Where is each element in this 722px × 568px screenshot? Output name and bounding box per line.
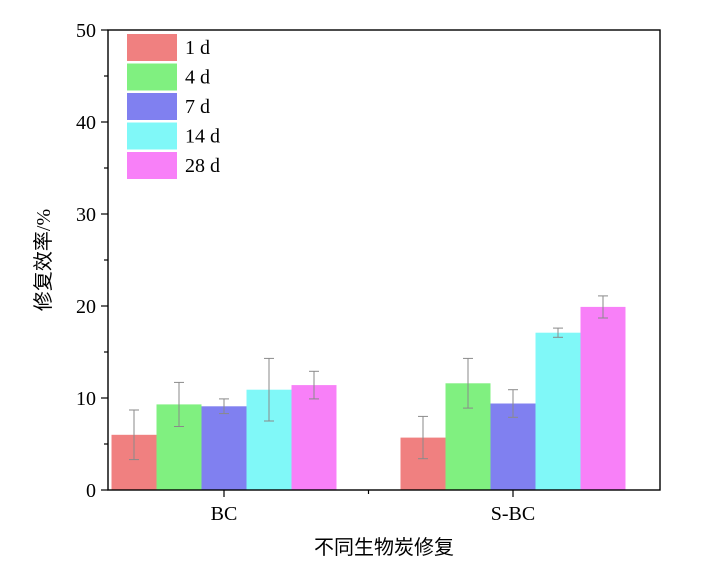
bar-group [111, 306, 626, 490]
error-bar-group [129, 295, 608, 461]
legend-label: 7 d [185, 96, 210, 118]
error-bar-14d-S-BC [553, 327, 563, 338]
x-tick-label: S-BC [491, 503, 535, 525]
legend-label: 4 d [185, 67, 210, 89]
y-tick-label: 30 [76, 204, 96, 226]
error-bar-28d-S-BC [598, 295, 608, 319]
legend-item: 28 d [127, 152, 220, 179]
error-bar-1d-BC [129, 409, 139, 461]
error-bar-4d-BC [174, 381, 184, 427]
error-bar-7d-S-BC [508, 389, 518, 418]
legend-swatch [127, 152, 177, 179]
bar-7d-BC [201, 406, 247, 490]
legend-label: 14 d [185, 126, 220, 148]
legend-swatch [127, 93, 177, 120]
bar-14d-S-BC [535, 332, 581, 490]
bar-28d-BC [291, 385, 337, 490]
legend-swatch [127, 34, 177, 61]
y-tick-label: 20 [76, 296, 96, 318]
bar-7d-S-BC [490, 403, 536, 490]
y-tick-label: 0 [86, 480, 96, 502]
y-axis-ticks: 0 10 20 30 40 50 [76, 20, 108, 502]
legend-item: 1 d [127, 34, 210, 61]
legend: 1 d 4 d 7 d 14 d 28 d [127, 34, 220, 179]
error-bar-7d-BC [219, 398, 229, 415]
error-bar-1d-S-BC [418, 415, 428, 460]
legend-swatch [127, 122, 177, 150]
error-bar-14d-BC [264, 357, 274, 422]
y-axis-title: 修复效率/% [32, 209, 55, 311]
legend-item: 4 d [127, 63, 210, 91]
legend-item: 14 d [127, 122, 220, 150]
legend-item: 7 d [127, 93, 210, 120]
error-bar-28d-BC [309, 370, 319, 400]
y-tick-label: 40 [76, 112, 96, 134]
legend-label: 28 d [185, 155, 220, 177]
x-axis-title: 不同生物炭修复 [314, 536, 454, 559]
x-tick-label: BC [211, 503, 238, 525]
x-axis-ticks: BC S-BC [211, 490, 535, 525]
error-bar-4d-S-BC [463, 357, 473, 409]
bar-28d-S-BC [580, 306, 626, 490]
y-tick-label: 50 [76, 20, 96, 42]
y-tick-label: 10 [76, 388, 96, 410]
legend-swatch [127, 63, 177, 91]
legend-label: 1 d [185, 37, 210, 59]
